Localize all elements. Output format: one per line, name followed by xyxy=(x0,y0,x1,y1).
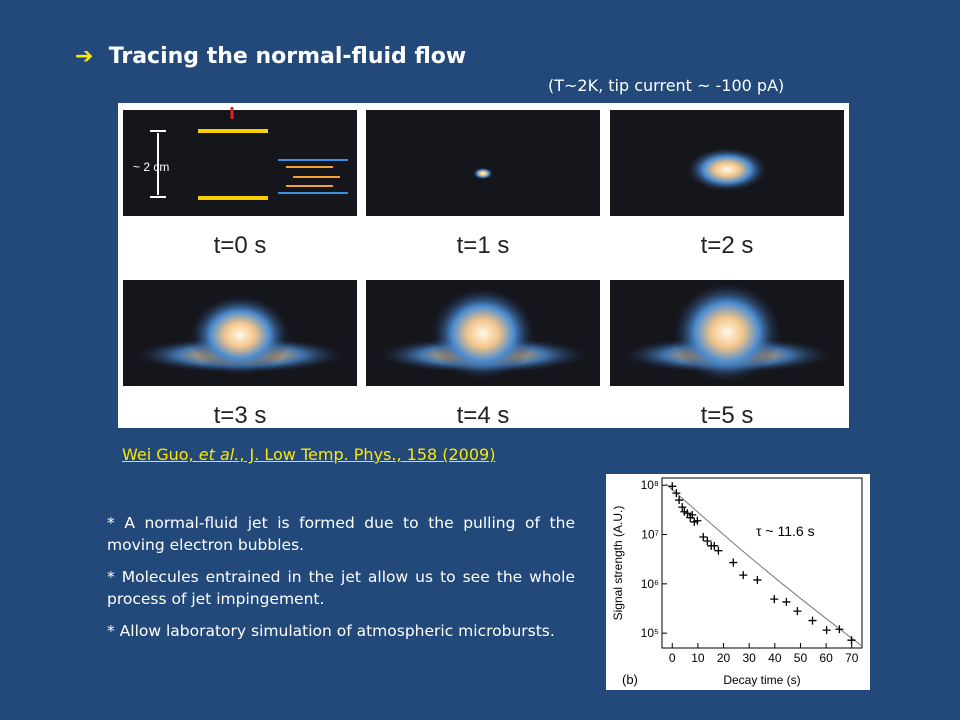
data-point xyxy=(793,607,802,616)
apparatus: ~ 2 cm xyxy=(133,107,348,200)
bullet: * A normal-fluid jet is formed due to th… xyxy=(107,514,575,554)
data-point xyxy=(672,489,681,498)
fit-curve xyxy=(665,483,863,647)
title: Tracing the normal-fluid flow xyxy=(108,44,467,69)
x-tick-label: 40 xyxy=(768,651,782,665)
data-point xyxy=(668,482,677,491)
jet-glow xyxy=(473,167,493,180)
photo-panel: t=0 s t=1 s t=2 s t=3 s t=4 s t=5 s ~ 2 cm xyxy=(118,103,849,428)
y-tick-label: 10⁶ xyxy=(641,577,659,591)
chart: 10⁵ 10⁶ 10⁷ 10⁸ 0 10 20 30 40 50 60 70 τ ~ 11.6 s Dec… xyxy=(606,474,870,690)
jet-glow xyxy=(190,295,290,375)
x-tick-label: 0 xyxy=(669,651,676,665)
y-tick-label: 10⁵ xyxy=(641,626,659,640)
bullet: * Molecules entrained in the jet allow u… xyxy=(107,568,575,608)
bullets: * A normal-fluid jet is formed due to th… xyxy=(107,512,575,652)
data-point xyxy=(675,496,684,505)
data-point xyxy=(703,536,712,545)
citation-author: Wei Guo, xyxy=(122,445,199,464)
bullet: * Allow laboratory simulation of atmosph… xyxy=(107,622,555,640)
x-tick-label: 20 xyxy=(717,651,731,665)
subtitle: (T~2K, tip current ~ -100 pA) xyxy=(548,76,785,95)
x-axis-label: Decay time (s) xyxy=(723,673,800,687)
data-point xyxy=(739,571,748,580)
annotation: τ ~ 11.6 s xyxy=(756,523,815,539)
jet-glow xyxy=(431,287,535,380)
scale-label: ~ 2 cm xyxy=(133,160,169,174)
data-point xyxy=(714,546,723,555)
plot-frame xyxy=(661,477,863,649)
data-point xyxy=(678,503,687,512)
y-axis-label: Signal strength (A.U.) xyxy=(611,506,625,621)
citation-journal: , J. Low Temp. Phys., 158 (2009) xyxy=(239,445,496,464)
jet-glow xyxy=(673,282,781,383)
x-tick-label: 30 xyxy=(742,651,756,665)
time-label: t=2 s xyxy=(701,232,754,259)
x-tick-label: 50 xyxy=(794,651,808,665)
time-label: t=1 s xyxy=(457,232,510,259)
data-point xyxy=(699,533,708,542)
frames: t=0 s t=1 s t=2 s t=3 s t=4 s t=5 s xyxy=(123,110,844,428)
citation-etal: et al. xyxy=(198,445,240,464)
x-tick-label: 10 xyxy=(691,651,705,665)
time-label: t=3 s xyxy=(214,402,267,428)
data-point xyxy=(808,616,817,625)
data-point xyxy=(683,509,692,518)
time-label: t=0 s xyxy=(214,232,267,259)
frame xyxy=(366,110,600,216)
jet-glow xyxy=(687,147,767,192)
data-point xyxy=(770,595,779,604)
panel-label: (b) xyxy=(622,672,638,687)
y-tick-label: 10⁸ xyxy=(641,478,659,492)
data-point xyxy=(729,558,738,567)
data-point xyxy=(847,636,856,645)
data-point xyxy=(822,626,831,635)
data-point xyxy=(710,541,719,550)
x-tick-label: 70 xyxy=(845,651,859,665)
x-tick-label: 60 xyxy=(819,651,833,665)
title-row: ➔ Tracing the normal-fluid flow xyxy=(75,44,466,69)
citation: Wei Guo, et al., J. Low Temp. Phys., 158… xyxy=(122,445,495,464)
time-label: t=5 s xyxy=(701,402,754,428)
arrow-icon: ➔ xyxy=(75,44,94,69)
data-point xyxy=(753,575,762,584)
y-tick-label: 10⁷ xyxy=(641,528,659,542)
data-point xyxy=(782,597,791,606)
time-label: t=4 s xyxy=(457,402,510,428)
chart-bg xyxy=(606,474,870,690)
data-point xyxy=(835,625,844,634)
data-point xyxy=(693,516,702,525)
data-point xyxy=(688,510,697,519)
